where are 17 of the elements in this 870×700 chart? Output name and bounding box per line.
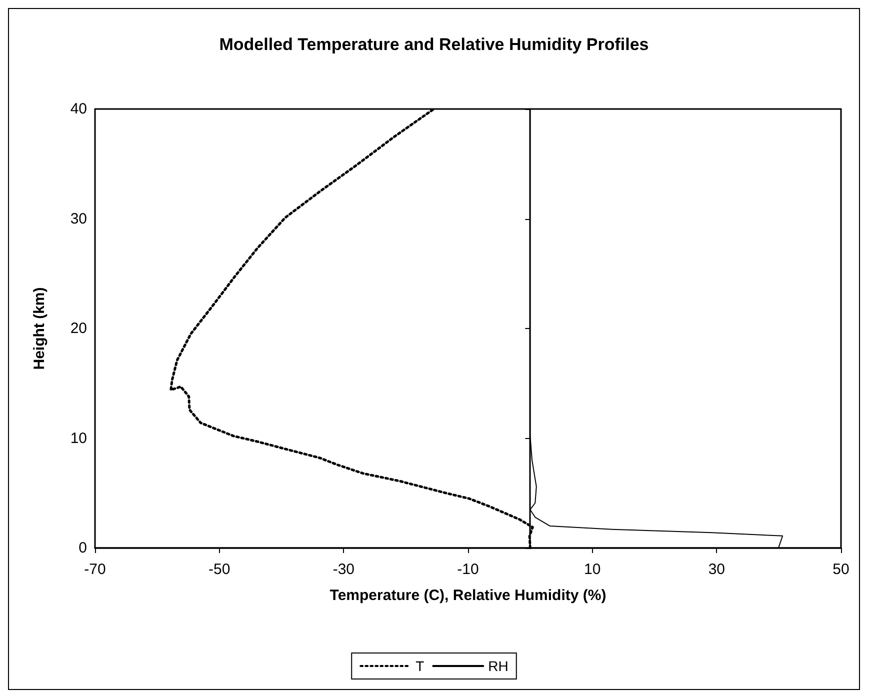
chart-title: Modelled Temperature and Relative Humidity Profiles — [219, 35, 649, 54]
x-tick-label: -50 — [208, 561, 230, 578]
x-tick-label: 30 — [708, 561, 726, 578]
y-tick-label: 10 — [70, 430, 87, 447]
x-tick-label: -30 — [332, 561, 355, 578]
y-tick-label: 40 — [70, 100, 87, 118]
x-tick-label: 10 — [584, 561, 601, 578]
x-tick-label: -70 — [84, 561, 106, 578]
y-axis-title: Height (km) — [31, 287, 48, 370]
legend-label: RH — [488, 658, 508, 674]
x-tick-label: -10 — [457, 561, 479, 578]
y-tick-label: 0 — [78, 540, 87, 556]
y-tick-label: 30 — [70, 210, 87, 228]
x-axis-title: Temperature (C), Relative Humidity (%) — [330, 587, 606, 604]
legend-label: T — [416, 658, 425, 674]
y-tick-label: 20 — [70, 320, 87, 337]
x-tick-label: 50 — [832, 561, 850, 578]
